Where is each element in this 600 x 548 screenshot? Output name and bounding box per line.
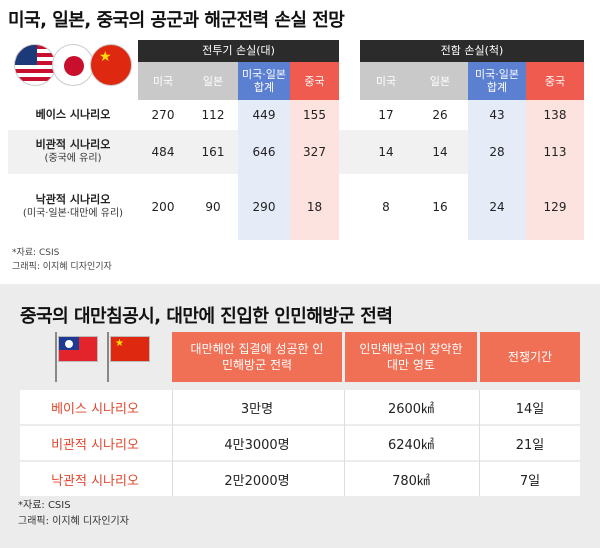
- cell: 18: [290, 174, 339, 240]
- cell: 112: [201, 108, 225, 122]
- cell: 484: [151, 145, 175, 159]
- air-col-china: 중국: [290, 62, 339, 100]
- us-flag-icon: [14, 44, 56, 86]
- china-flag-icon: ★: [110, 336, 150, 362]
- troops-cell: 3만명: [240, 401, 274, 417]
- naval-col-china: 중국: [526, 62, 584, 100]
- duration-cell: 7일: [519, 473, 541, 489]
- source-text: *자료: CSIS: [18, 500, 71, 511]
- naval-col-japan: 일본: [412, 62, 468, 100]
- area-cell: 6240㎢: [387, 437, 435, 453]
- column-divider: [344, 390, 345, 496]
- cell: 161: [201, 145, 225, 159]
- pla-title: 중국의 대만침공시, 대만에 진입한 인민해방군 전력: [20, 306, 393, 327]
- row-title: 베이스 시나리오: [35, 108, 111, 121]
- row-title: 낙관적 시나리오: [35, 193, 111, 206]
- troops-cell: 4만3000명: [224, 437, 290, 453]
- row-subtitle: (미국·일본·대만에 유리): [22, 208, 124, 219]
- row-label: 비관적 시나리오: [51, 437, 139, 453]
- air-col-japan: 일본: [188, 62, 238, 100]
- cell: 16: [432, 200, 448, 214]
- japan-flag-icon: [52, 44, 94, 86]
- air-col-total: 미국·일본 합계: [238, 62, 290, 100]
- cell: 327: [290, 130, 339, 174]
- header-troops: 대만해안 집결에 성공한 인민해방군 전력: [172, 332, 342, 382]
- air-group-header: 전투기 손실(대): [138, 40, 339, 62]
- cell: 14: [432, 145, 448, 159]
- row-label-optimistic: 낙관적 시나리오 (미국·일본·대만에 유리): [8, 174, 138, 240]
- naval-group-header: 전함 손실(척): [360, 40, 584, 62]
- cell: 449: [238, 100, 290, 130]
- cell: 270: [151, 108, 175, 122]
- area-cell: 780㎢: [392, 473, 430, 489]
- row-label: 베이스 시나리오: [51, 401, 139, 417]
- cell: 8: [382, 200, 390, 214]
- naval-col-us: 미국: [360, 62, 412, 100]
- cell: 138: [526, 100, 584, 130]
- source-note: *자료: CSIS 그래픽: 이지혜 디자인기자: [12, 246, 112, 274]
- losses-infographic: 미국, 일본, 중국의 공군과 해군전력 손실 전망 ★ 전투기 손실(대) 전…: [8, 10, 584, 274]
- cell: 24: [468, 174, 526, 240]
- area-cell: 2600㎢: [387, 401, 435, 417]
- air-col-us: 미국: [138, 62, 188, 100]
- cell: 113: [526, 130, 584, 174]
- cell: 14: [378, 145, 394, 159]
- cell: 90: [205, 200, 221, 214]
- table-row: [20, 390, 580, 424]
- row-title: 비관적 시나리오: [35, 138, 111, 151]
- column-divider: [479, 390, 480, 496]
- header-duration: 전쟁기간: [480, 332, 580, 382]
- naval-col-total: 미국·일본 합계: [468, 62, 526, 100]
- cell: 129: [526, 174, 584, 240]
- cell: 17: [378, 108, 394, 122]
- flags-group: ★: [14, 44, 134, 88]
- source-text: *자료: CSIS: [12, 248, 60, 258]
- pla-infographic: 중국의 대만침공시, 대만에 진입한 인민해방군 전력 ★ 대만해안 집결에 성…: [0, 284, 600, 548]
- duration-cell: 21일: [515, 437, 545, 453]
- cell: 290: [238, 174, 290, 240]
- cell: 43: [468, 100, 526, 130]
- cell: 28: [468, 130, 526, 174]
- table-row: [20, 462, 580, 496]
- china-flag-icon: ★: [90, 44, 132, 86]
- losses-title: 미국, 일본, 중국의 공군과 해군전력 손실 전망: [8, 10, 345, 31]
- graphic-credit: 그래픽: 이지혜 디자인기자: [12, 262, 112, 272]
- cell: 26: [432, 108, 448, 122]
- flags-group: ★: [55, 332, 168, 386]
- cell: 646: [238, 130, 290, 174]
- row-label-base: 베이스 시나리오: [8, 100, 138, 130]
- row-subtitle: (중국에 유리): [44, 153, 102, 164]
- row-label: 낙관적 시나리오: [51, 473, 139, 489]
- cell: 200: [151, 200, 175, 214]
- header-area: 인민해방군이 장악한 대만 영토: [345, 332, 477, 382]
- source-note: *자료: CSIS 그래픽: 이지혜 디자인기자: [18, 498, 129, 530]
- table-row: [20, 426, 580, 460]
- column-divider: [172, 390, 173, 496]
- duration-cell: 14일: [515, 401, 545, 417]
- taiwan-flag-icon: [58, 336, 98, 362]
- troops-cell: 2만2000명: [224, 473, 290, 489]
- row-label-pessimistic: 비관적 시나리오 (중국에 유리): [8, 130, 138, 174]
- graphic-credit: 그래픽: 이지혜 디자인기자: [18, 516, 129, 527]
- cell: 155: [290, 100, 339, 130]
